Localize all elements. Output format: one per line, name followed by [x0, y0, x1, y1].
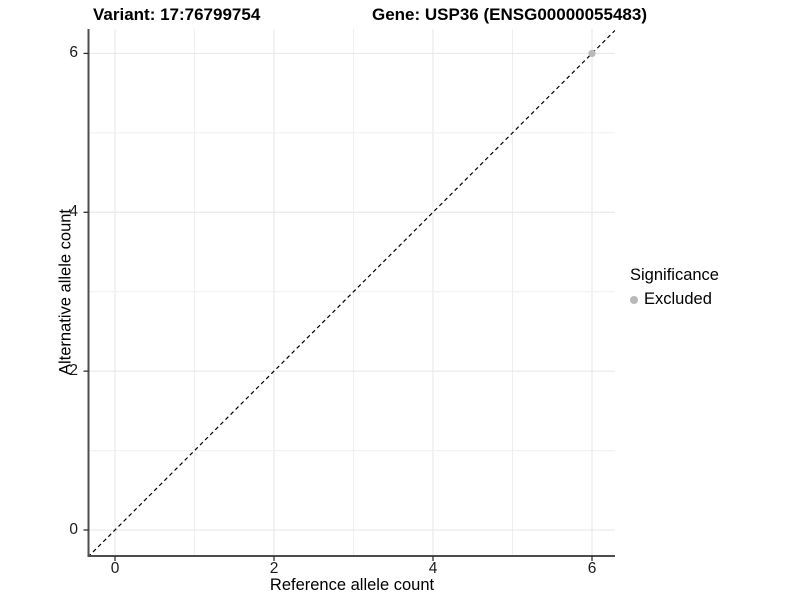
- y-axis-title: Alternative allele count: [56, 208, 75, 376]
- data-point-excluded: [588, 49, 596, 58]
- x-tick-label: 6: [587, 560, 597, 577]
- legend-item-label: Excluded: [644, 290, 712, 308]
- y-tick-label: 2: [69, 362, 78, 380]
- x-tick-label: 2: [269, 560, 279, 577]
- y-tick-label: 0: [69, 521, 78, 538]
- legend-key-dot-icon: [630, 295, 638, 304]
- y-tick-label: 6: [69, 44, 78, 62]
- legend-title: Significance: [630, 266, 719, 284]
- identity-dashed-line: [88, 29, 615, 556]
- plot-title-variant: Variant: 17:76799754: [93, 5, 261, 24]
- x-tick-label: 0: [110, 560, 120, 577]
- x-tick-label: 4: [428, 560, 438, 577]
- y-tick-label: 4: [69, 203, 78, 221]
- legend-item-excluded: Excluded: [630, 290, 719, 309]
- legend: Significance Excluded: [630, 266, 719, 309]
- plot-title-gene: Gene: USP36 (ENSG00000055483): [372, 5, 647, 24]
- x-axis-title: Reference allele count: [269, 576, 435, 594]
